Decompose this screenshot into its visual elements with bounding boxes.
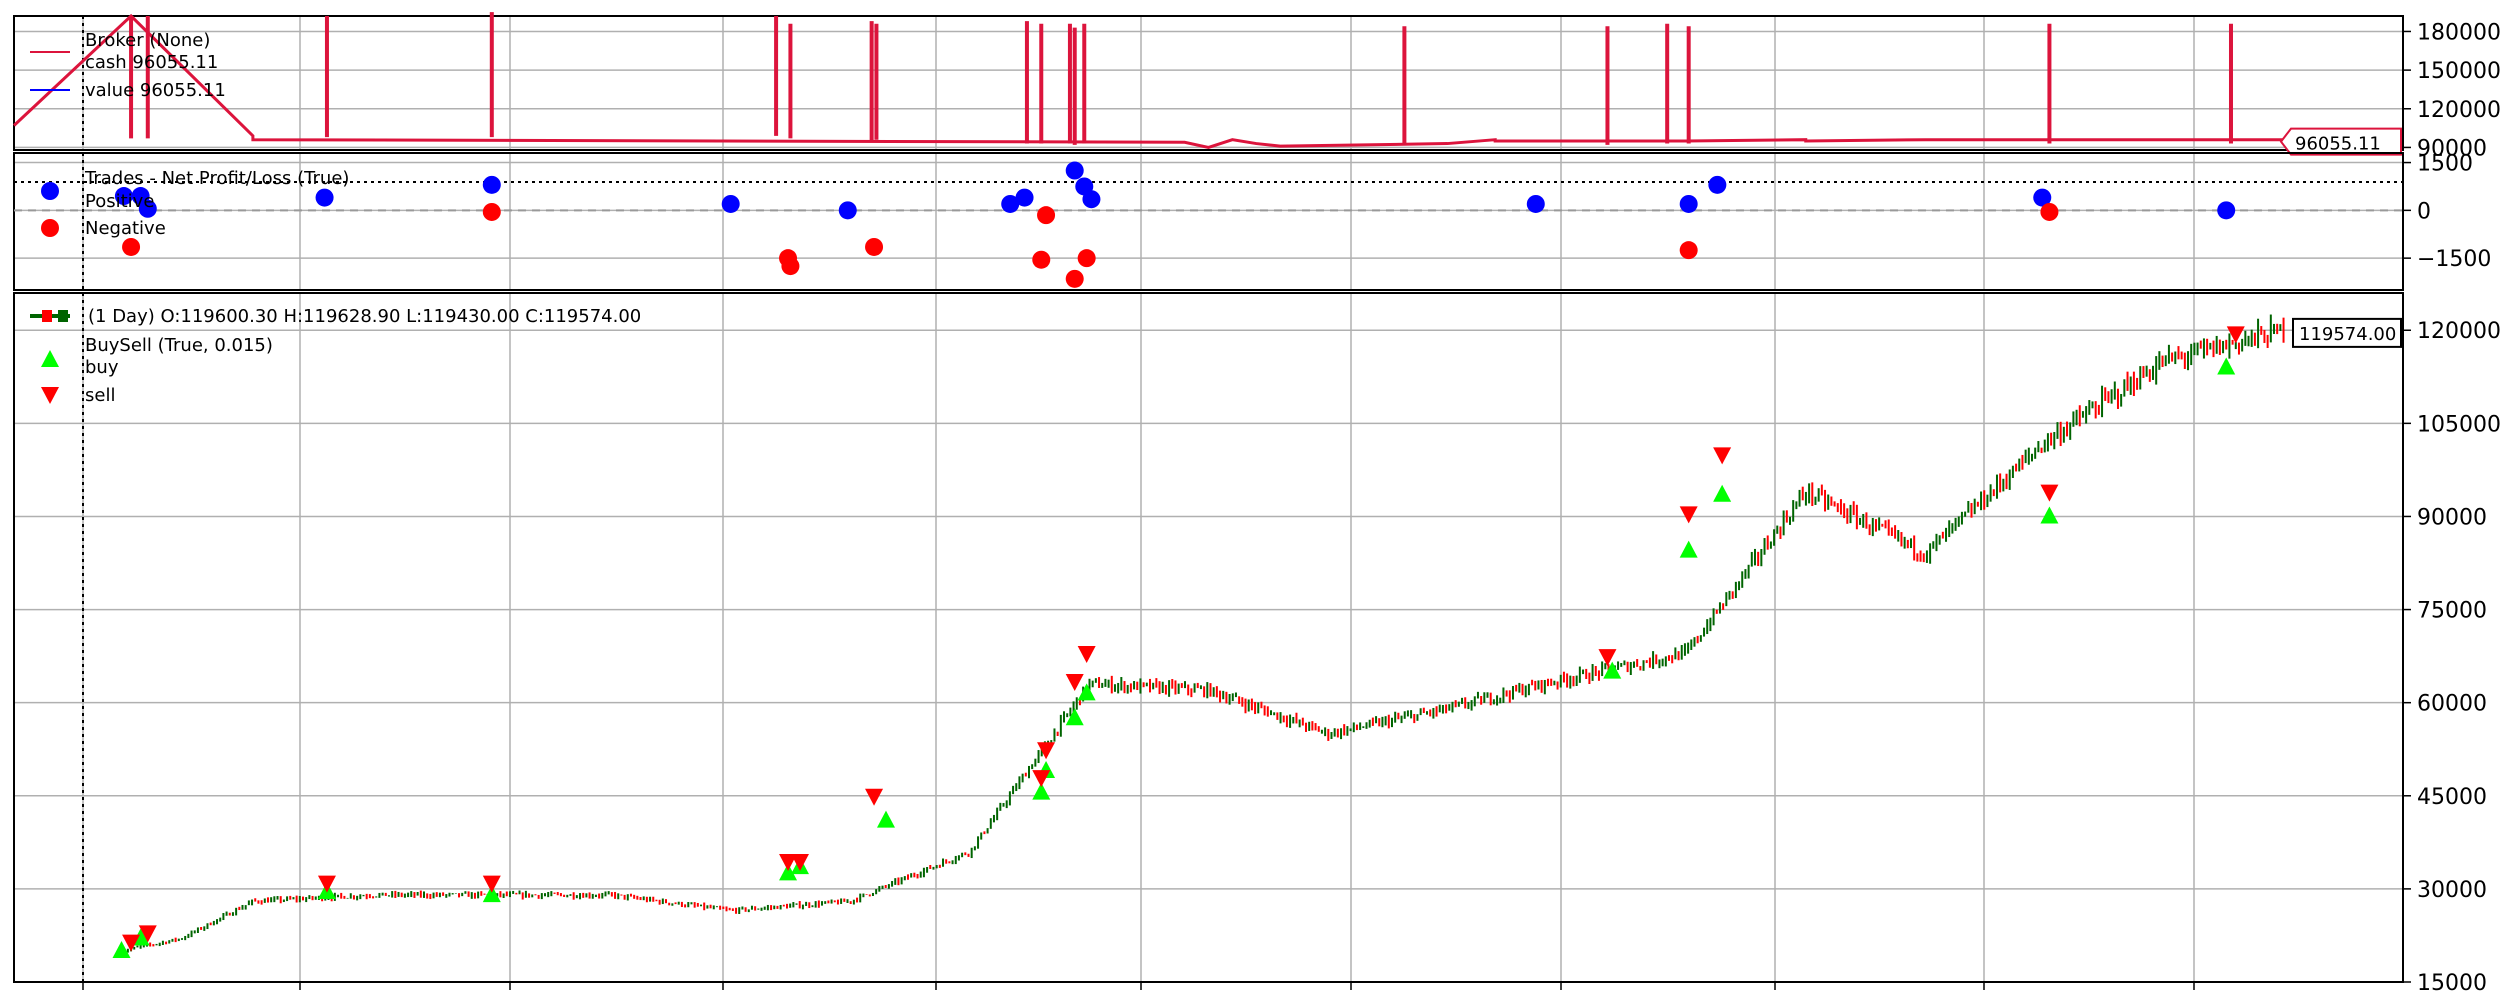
sell-marker: [1598, 649, 1617, 667]
panel-trades: 1500 0 −1500 Trades - Net Profit/Loss (True…: [13, 152, 2491, 291]
buy-marker: [1032, 782, 1051, 800]
sell-marker: [1065, 673, 1084, 691]
panel-frame: [13, 292, 2404, 983]
buy-marker: [2217, 357, 2236, 375]
y-tick-label: 0: [2417, 199, 2431, 224]
panel-frame: [13, 152, 2404, 291]
legend-entry-buy: buy: [85, 357, 119, 378]
buy-marker: [779, 863, 798, 881]
y-tick-label: 90000: [2417, 136, 2487, 161]
sell-marker: [482, 875, 501, 893]
buy-marker: [1679, 540, 1698, 558]
trade-positive-point: [1679, 194, 1698, 213]
sell-marker: [122, 934, 141, 952]
trade-positive-point: [1708, 175, 1727, 194]
y-tick-label: 120000: [2417, 98, 2501, 123]
trade-positive-point: [721, 194, 740, 213]
sell-marker: [779, 853, 798, 871]
trade-positive-point: [1526, 194, 1545, 213]
trade-negative-point: [865, 237, 884, 256]
legend-marker-sell: [41, 387, 59, 404]
legend-marker-buy: [41, 350, 59, 367]
y-tick-label: 15000: [2417, 971, 2487, 996]
trade-positive-point: [1065, 161, 1084, 180]
trade-negative-point: [781, 257, 800, 276]
legend-marker-positive: [41, 182, 59, 200]
trade-negative-point: [122, 237, 141, 256]
legend-title: Broker (None): [85, 30, 210, 51]
buy-marker: [1603, 661, 1622, 679]
buy-marker: [876, 810, 895, 828]
legend-entry-positive: Positive: [85, 191, 154, 212]
sell-marker: [790, 853, 809, 871]
sell-marker: [1032, 770, 1051, 788]
sell-marker: [1037, 742, 1056, 760]
trade-positive-point: [838, 201, 857, 220]
sell-marker: [138, 925, 157, 943]
y-tick-label: 120000: [2417, 319, 2501, 344]
y-tick-label: 45000: [2417, 785, 2487, 810]
trade-positive-point: [1001, 194, 1020, 213]
last-price-label: 119574.00: [2299, 324, 2396, 345]
sell-marker: [2226, 326, 2245, 344]
trade-positive-point: [2217, 201, 2236, 220]
legend-swatch-candle-up: [58, 310, 68, 322]
trade-negative-point: [482, 202, 501, 221]
y-tick-label: 105000: [2417, 412, 2501, 437]
sell-marker: [317, 875, 336, 893]
legend-entry-buysell: BuySell (True, 0.015): [85, 335, 273, 356]
trade-positive-point: [315, 188, 334, 207]
trade-positive-point: [482, 175, 501, 194]
trade-negative-point: [1077, 249, 1096, 268]
legend-title: (1 Day) O:119600.30 H:119628.90 L:119430…: [88, 306, 641, 327]
trade-positive-point: [2033, 188, 2052, 207]
y-tick-label: 1500: [2417, 152, 2473, 177]
trade-negative-point: [1065, 269, 1084, 288]
buy-marker: [1077, 683, 1096, 701]
sell-marker: [1713, 447, 1732, 465]
trade-positive-point: [138, 199, 157, 218]
legend-entry-cash: cash 96055.11: [85, 52, 218, 73]
buy-marker: [1065, 708, 1084, 726]
cash-series-line: [12, 13, 2286, 149]
y-tick-label: 60000: [2417, 692, 2487, 717]
y-tick-label: 150000: [2417, 59, 2501, 84]
trade-negative-point: [1032, 250, 1051, 269]
panel-frame: [13, 15, 2404, 151]
sell-marker: [865, 788, 884, 806]
panel-broker: 180000 150000 120000 90000 96055.11 Broker (N…: [12, 12, 2501, 161]
trade-negative-point: [1679, 241, 1698, 260]
buy-marker: [1713, 484, 1732, 502]
legend-entry-value: value 96055.11: [85, 80, 226, 101]
legend-entry-negative: Negative: [85, 218, 166, 239]
sell-marker: [1679, 506, 1698, 524]
legend-marker-negative: [41, 219, 59, 237]
y-tick-label: −1500: [2417, 247, 2491, 272]
sell-marker: [1077, 646, 1096, 664]
panel-price: 120000 105000 90000 75000 60000 45000 30000 150…: [13, 292, 2501, 996]
buy-marker: [482, 885, 501, 903]
buy-marker: [112, 940, 131, 958]
y-tick-label: 75000: [2417, 599, 2487, 624]
last-price-tag: [2292, 317, 2402, 348]
trade-negative-point: [2040, 202, 2059, 221]
y-tick-label: 180000: [2417, 20, 2501, 45]
legend-title: Trades - Net Profit/Loss (True): [84, 168, 349, 189]
y-tick-label: 30000: [2417, 878, 2487, 903]
trade-positive-point: [114, 187, 133, 206]
trade-negative-point: [1037, 206, 1056, 225]
y-tick-label: 90000: [2417, 505, 2487, 530]
buy-marker: [2040, 506, 2059, 524]
legend-entry-sell: sell: [85, 385, 115, 406]
sell-marker: [2040, 484, 2059, 502]
last-value-label: 96055.11: [2295, 134, 2381, 155]
trade-positive-point: [1082, 190, 1101, 209]
trade-positive-point: [1015, 188, 1034, 207]
legend-swatch-candle-down: [42, 310, 52, 322]
